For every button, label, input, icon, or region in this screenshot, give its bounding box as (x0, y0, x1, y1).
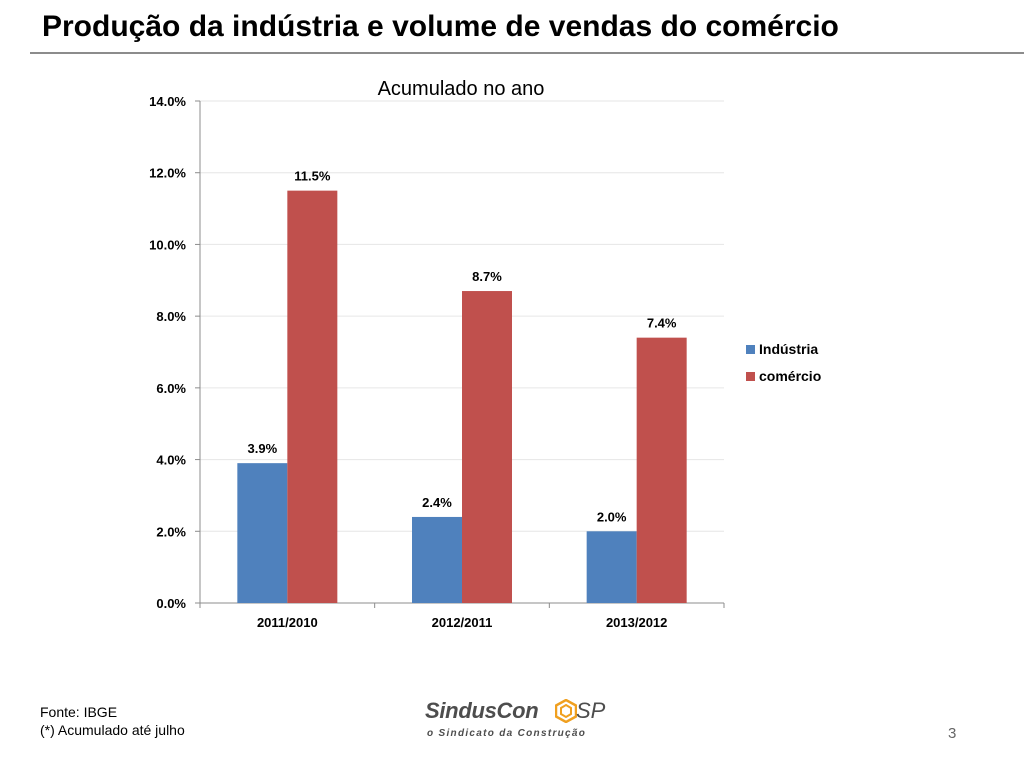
logo-tagline: o Sindicato da Construção (427, 728, 587, 739)
y-tick-label: 0.0% (156, 596, 186, 611)
data-label: 11.5% (294, 169, 331, 184)
y-tick-label: 8.0% (156, 309, 186, 324)
data-label: 3.9% (248, 441, 278, 456)
bar-comercio (462, 291, 512, 603)
y-tick-label: 6.0% (156, 381, 186, 396)
data-label: 8.7% (472, 269, 502, 284)
footer-note: (*) Acumulado até julho (40, 722, 185, 738)
x-tick-label: 2013/2012 (606, 615, 667, 630)
x-tick-label: 2011/2010 (257, 615, 318, 630)
footer-source: Fonte: IBGE (40, 704, 118, 720)
logo-mark-icon (555, 699, 577, 723)
y-tick-label: 12.0% (149, 166, 186, 181)
bar-industria (237, 463, 288, 603)
logo-name: SindusCon (425, 698, 539, 723)
slide-title: Produção da indústria e volume de vendas… (42, 10, 839, 43)
legend-swatch (746, 345, 755, 354)
chart-title: Acumulado no ano (378, 78, 545, 100)
bar-industria (412, 516, 462, 603)
y-tick-label: 4.0% (156, 453, 186, 468)
x-tick-label: 2012/2011 (432, 615, 493, 630)
bar-comercio (287, 190, 338, 603)
legend-label: comércio (759, 368, 821, 384)
y-tick-label: 2.0% (156, 524, 186, 539)
footer-notes: Fonte: IBGE (*) Acumulado até julho (40, 703, 185, 739)
page-number: 3 (948, 725, 957, 742)
y-tick-label: 14.0% (149, 94, 186, 109)
legend-swatch (746, 372, 755, 381)
title-divider (30, 52, 1024, 54)
bar-industria (586, 531, 637, 603)
data-label: 7.4% (647, 316, 677, 331)
bar-comercio (636, 337, 687, 603)
y-tick-label: 10.0% (149, 237, 186, 252)
legend-label: Indústria (759, 341, 818, 357)
data-label: 2.0% (597, 509, 627, 524)
sinduscon-logo: SindusCon SP o Sindicato da Construção (425, 696, 625, 746)
data-label: 2.4% (422, 495, 452, 510)
logo-suffix: SP (576, 698, 606, 723)
